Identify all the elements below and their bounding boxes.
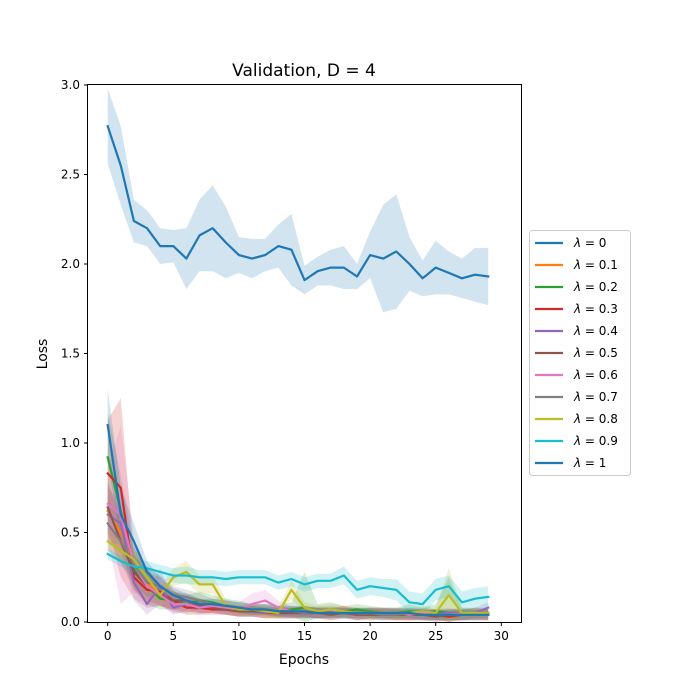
y-tick-label: 3.0 bbox=[61, 78, 80, 92]
x-axis-ticks: 0 5 10 15 20 25 30 bbox=[104, 622, 509, 643]
x-tick-label: 20 bbox=[362, 629, 377, 643]
y-tick-label: 1.5 bbox=[61, 347, 80, 361]
legend-symbol: λ bbox=[573, 302, 581, 316]
x-tick-label: 5 bbox=[169, 629, 177, 643]
legend-value: = 0.8 bbox=[581, 412, 618, 426]
series-line-9 bbox=[106, 552, 490, 606]
legend-label-6: λ = 0.6 bbox=[573, 368, 618, 382]
legend-value: = 0.2 bbox=[581, 280, 618, 294]
series-line-0 bbox=[106, 124, 490, 282]
legend-symbol: λ bbox=[573, 280, 581, 294]
y-axis-ticks: 0.0 0.5 1.0 1.5 2.0 2.5 3.0 bbox=[61, 78, 88, 629]
legend-symbol: λ bbox=[573, 258, 581, 272]
legend-symbol: λ bbox=[573, 236, 581, 250]
legend-label-4: λ = 0.4 bbox=[573, 324, 618, 338]
legend-symbol: λ bbox=[573, 390, 581, 404]
legend-label-2: λ = 0.2 bbox=[573, 280, 618, 294]
legend-symbol: λ bbox=[573, 324, 581, 338]
legend-symbol: λ bbox=[573, 368, 581, 382]
y-tick-label: 0.5 bbox=[61, 526, 80, 540]
x-tick-label: 0 bbox=[104, 629, 112, 643]
legend-box bbox=[529, 230, 631, 476]
band-0 bbox=[107, 88, 489, 313]
y-tick-label: 0.0 bbox=[61, 615, 80, 629]
legend-label-9: λ = 0.9 bbox=[573, 434, 618, 448]
legend-value: = 0.1 bbox=[581, 258, 618, 272]
legend-symbol: λ bbox=[573, 434, 581, 448]
legend-value: = 0.5 bbox=[581, 346, 618, 360]
legend: λ = 0λ = 0.1λ = 0.2λ = 0.3λ = 0.4λ = 0.5… bbox=[529, 230, 631, 476]
legend-label-0: λ = 0 bbox=[573, 236, 606, 250]
x-tick-label: 10 bbox=[231, 629, 246, 643]
series-line-8 bbox=[106, 539, 490, 615]
legend-symbol: λ bbox=[573, 456, 581, 470]
y-tick-label: 1.0 bbox=[61, 436, 80, 450]
legend-value: = 0.7 bbox=[581, 390, 618, 404]
legend-value: = 0.9 bbox=[581, 434, 618, 448]
x-tick-label: 25 bbox=[428, 629, 443, 643]
legend-label-10: λ = 1 bbox=[573, 456, 606, 470]
legend-label-1: λ = 0.1 bbox=[573, 258, 618, 272]
series-line-10 bbox=[106, 423, 490, 616]
x-axis-label: Epochs bbox=[279, 652, 329, 668]
legend-label-5: λ = 0.5 bbox=[573, 346, 618, 360]
legend-symbol: λ bbox=[573, 346, 581, 360]
legend-label-7: λ = 0.7 bbox=[573, 390, 618, 404]
band-3 bbox=[107, 398, 489, 622]
legend-value: = 0.3 bbox=[581, 302, 618, 316]
legend-symbol: λ bbox=[573, 412, 581, 426]
legend-value: = 1 bbox=[581, 456, 606, 470]
y-axis-label: Loss bbox=[35, 339, 51, 370]
x-tick-label: 15 bbox=[297, 629, 312, 643]
legend-label-3: λ = 0.3 bbox=[573, 302, 618, 316]
chart-title: Validation, D = 4 bbox=[232, 61, 376, 81]
y-tick-label: 2.5 bbox=[61, 168, 80, 182]
legend-label-8: λ = 0.8 bbox=[573, 412, 618, 426]
legend-value: = 0.4 bbox=[581, 324, 618, 338]
legend-value: = 0 bbox=[581, 236, 606, 250]
band-4 bbox=[107, 487, 489, 621]
legend-value: = 0.6 bbox=[581, 368, 618, 382]
x-tick-label: 30 bbox=[494, 629, 509, 643]
series-lines bbox=[106, 124, 490, 618]
y-tick-label: 2.0 bbox=[61, 257, 80, 271]
